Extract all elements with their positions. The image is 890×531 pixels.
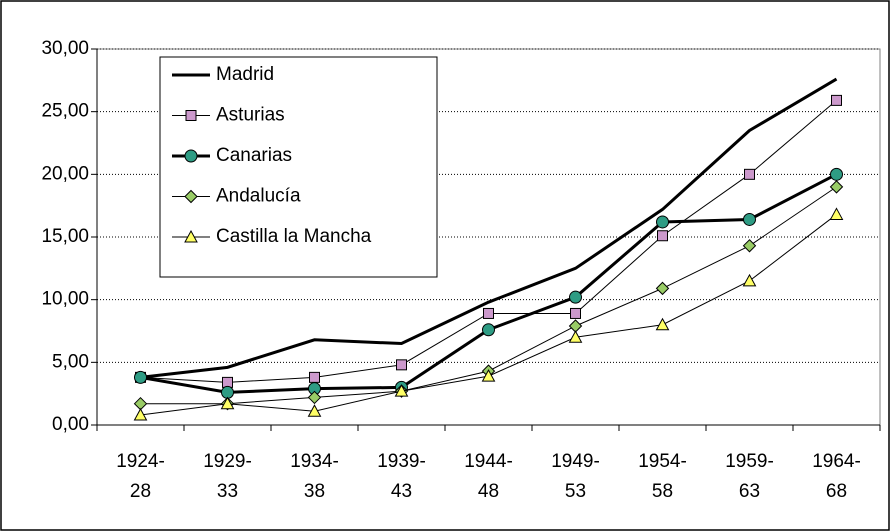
- marker: [831, 94, 842, 106]
- marker: [655, 281, 670, 296]
- marker: [655, 317, 670, 331]
- x-tick-label: 1929-33: [203, 451, 252, 502]
- legend-label: Castilla la Mancha: [216, 226, 372, 247]
- x-tick-label: 1939-43: [377, 451, 426, 502]
- marker: [568, 330, 583, 343]
- marker: [222, 376, 233, 388]
- marker: [184, 189, 198, 204]
- y-tick-label: 20,00: [41, 163, 89, 184]
- marker: [396, 359, 407, 371]
- marker: [657, 230, 668, 242]
- marker: [829, 180, 844, 194]
- marker: [307, 404, 322, 417]
- x-tick-label: 1959-63: [725, 451, 774, 502]
- marker: [482, 323, 495, 337]
- x-tick-label: 1964-68: [812, 451, 861, 502]
- legend-label: Andalucía: [216, 186, 301, 207]
- legend-label: Canarias: [216, 145, 292, 166]
- marker: [483, 307, 494, 319]
- marker: [743, 212, 756, 226]
- marker: [307, 390, 322, 405]
- marker: [220, 396, 235, 410]
- y-tick-label: 30,00: [41, 38, 89, 59]
- marker: [221, 385, 234, 399]
- x-tick-label: 1924-28: [116, 451, 165, 502]
- y-tick-label: 5,00: [52, 351, 89, 372]
- y-tick-label: 25,00: [41, 101, 89, 122]
- marker: [134, 370, 147, 384]
- marker: [829, 207, 844, 220]
- marker: [744, 168, 755, 180]
- marker: [742, 239, 757, 253]
- marker: [185, 110, 197, 121]
- legend-label: Madrid: [216, 64, 274, 85]
- legend-label: Asturias: [216, 105, 285, 126]
- y-tick-label: 15,00: [41, 226, 89, 247]
- marker: [394, 384, 409, 397]
- marker: [742, 273, 757, 287]
- marker: [830, 167, 843, 181]
- x-tick-label: 1934-38: [290, 451, 339, 502]
- y-tick-label: 0,00: [52, 414, 89, 435]
- y-tick-label: 10,00: [41, 289, 89, 310]
- marker: [570, 307, 581, 319]
- marker: [481, 369, 496, 382]
- x-tick-label: 1949-53: [551, 451, 600, 502]
- legend-box: [159, 56, 438, 278]
- marker: [656, 215, 669, 229]
- marker: [309, 371, 320, 383]
- x-tick-label: 1944-48: [464, 451, 513, 502]
- marker: [184, 149, 198, 163]
- x-tick-label: 1954-58: [638, 451, 687, 502]
- marker: [569, 290, 582, 304]
- marker: [184, 229, 198, 243]
- marker: [133, 407, 148, 421]
- series-line: [140, 77, 838, 379]
